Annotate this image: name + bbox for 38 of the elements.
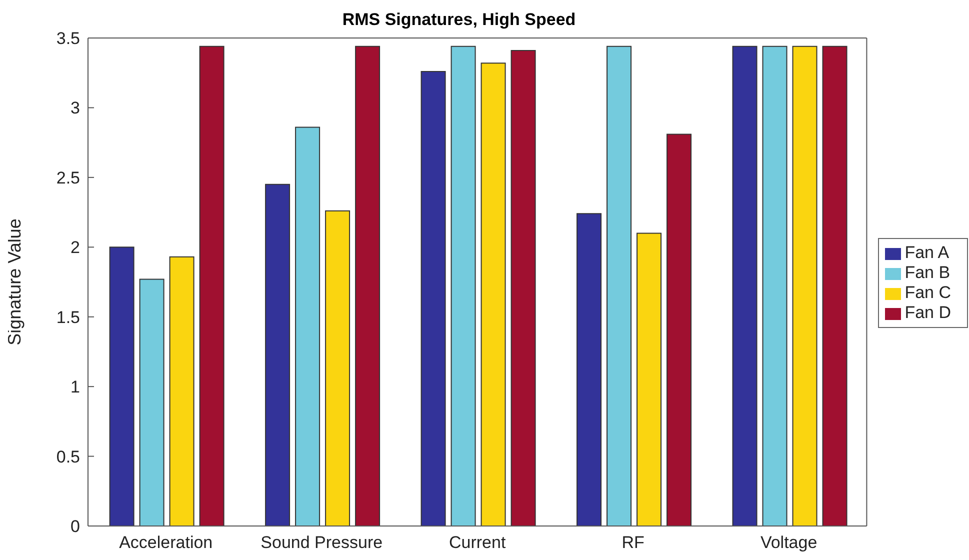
bar — [732, 46, 758, 526]
bar — [295, 126, 320, 526]
y-tick-label: 2.5 — [56, 168, 80, 188]
bar — [666, 134, 692, 526]
legend-label: Fan D — [904, 303, 951, 322]
bar — [792, 46, 818, 526]
y-tick-label: 3 — [70, 98, 80, 118]
y-tick-label: 2 — [70, 238, 80, 258]
bar — [450, 46, 476, 526]
bar — [480, 62, 506, 526]
x-tick-label: Current — [449, 533, 506, 552]
legend-label: Fan C — [904, 283, 951, 302]
legend-label: Fan B — [904, 263, 950, 282]
y-tick-label: 3.5 — [56, 29, 80, 48]
bar — [576, 213, 602, 526]
bar — [109, 246, 134, 526]
bar — [762, 46, 788, 526]
bar — [325, 210, 350, 526]
chart-title: RMS Signatures, High Speed — [341, 10, 577, 30]
x-tick-label: Acceleration — [119, 533, 213, 552]
x-tick-label: Sound Pressure — [260, 533, 383, 552]
bar — [420, 70, 446, 526]
x-tick-label: Voltage — [760, 533, 818, 552]
y-tick-label: 1 — [70, 378, 80, 397]
bar — [636, 232, 662, 526]
bar — [169, 256, 194, 526]
x-tick-label: RF — [622, 533, 644, 552]
bar — [510, 50, 536, 526]
y-tick-label: 0 — [70, 517, 80, 536]
bar — [355, 46, 380, 526]
legend-label: Fan A — [904, 243, 950, 262]
bar — [139, 278, 164, 526]
y-tick-label: 0.5 — [56, 447, 80, 466]
bar — [822, 46, 848, 526]
y-tick-label: 1.5 — [56, 308, 80, 327]
bar — [265, 184, 290, 526]
bar — [199, 46, 224, 526]
bar — [606, 46, 632, 526]
